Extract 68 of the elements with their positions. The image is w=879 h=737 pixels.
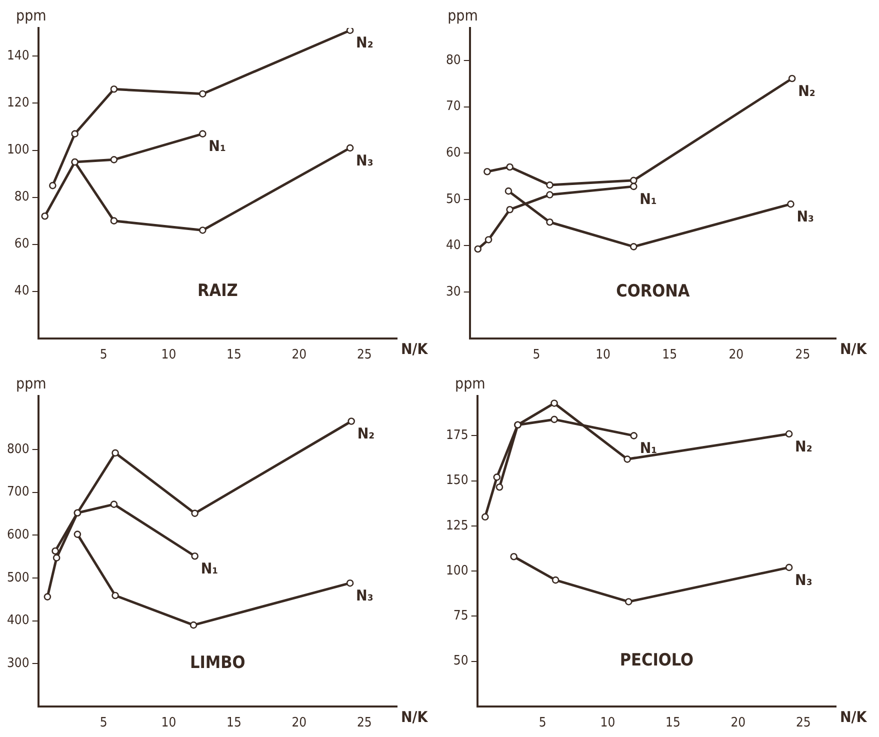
x-tick-label: 5	[532, 348, 540, 363]
y-tick-label: 600	[6, 528, 30, 543]
y-tick-label: 80	[446, 52, 461, 68]
text: CORONA	[616, 281, 690, 302]
x-tick-label: 20	[292, 716, 307, 731]
x-tick-label: 20	[292, 348, 307, 363]
series-label: N₃	[796, 207, 814, 226]
x-tick-label: 25	[356, 348, 372, 363]
series-label: N₂	[798, 82, 816, 100]
x-tick-label: 15	[666, 716, 680, 731]
y-tick-label: 400	[6, 613, 30, 628]
x-axis-title: N/K	[840, 708, 868, 726]
y-tick-label: 700	[6, 484, 30, 500]
text: LIMBO	[190, 653, 246, 674]
y-tick-label: 50	[453, 654, 468, 669]
y-tick-label: 500	[6, 570, 30, 586]
series-label: N₂	[356, 34, 374, 52]
y-tick-label: 125	[446, 518, 468, 534]
x-tick-label: 15	[226, 716, 242, 731]
y-axis-title: ppm	[448, 6, 478, 24]
x-tick-label: 5	[100, 348, 108, 363]
x-tick-label: 15	[662, 348, 678, 363]
x-tick-label: 10	[161, 716, 176, 731]
y-tick-label: 100	[446, 563, 468, 578]
y-axis-title: ppm	[455, 374, 486, 392]
y-tick-label: 120	[6, 96, 30, 111]
y-tick-label: 30	[446, 284, 461, 300]
x-axis-title: N/K	[401, 708, 428, 726]
y-tick-label: 300	[6, 656, 30, 671]
x-tick-label: 5	[100, 716, 108, 731]
series-label: N₂	[795, 437, 812, 456]
x-tick-label: 20	[730, 716, 746, 731]
series-label: N₁	[208, 137, 226, 156]
text: PECIOLO	[620, 650, 694, 671]
series-label: N₃	[356, 586, 374, 604]
y-axis-title: ppm	[16, 374, 46, 392]
y-tick-label: 50	[446, 192, 461, 207]
x-tick-label: 10	[596, 348, 610, 363]
x-tick-label: 20	[728, 348, 744, 363]
y-tick-label: 175	[446, 428, 468, 444]
y-tick-label: 100	[6, 142, 30, 158]
x-tick-label: 15	[226, 348, 242, 363]
y-tick-label: 140	[6, 48, 30, 64]
x-tick-label: 10	[161, 348, 176, 363]
y-tick-label: 40	[14, 284, 30, 299]
y-tick-label: 60	[446, 145, 461, 160]
series-label: N₂	[357, 424, 375, 443]
x-axis-title: N/K	[401, 340, 428, 358]
y-tick-label: 75	[453, 608, 468, 624]
x-tick-label: 5	[538, 716, 546, 731]
series-label: N₁	[200, 560, 218, 578]
y-tick-label: 70	[446, 99, 461, 114]
x-tick-label: 10	[600, 716, 616, 731]
text: RAIZ	[197, 280, 238, 301]
y-tick-label: 40	[446, 238, 461, 254]
y-tick-label: 150	[446, 473, 468, 488]
x-tick-label: 25	[796, 716, 811, 731]
y-tick-label: 800	[6, 442, 30, 457]
series-label: N₁	[640, 190, 657, 208]
x-tick-label: 25	[795, 348, 810, 363]
y-tick-label: 80	[14, 190, 30, 205]
series-label: N₃	[795, 570, 812, 589]
x-axis-title: N/K	[840, 340, 868, 358]
series-label: N₃	[356, 151, 374, 170]
series-label: N₁	[640, 439, 658, 458]
y-tick-label: 60	[14, 236, 30, 252]
x-tick-label: 25	[356, 716, 372, 731]
y-axis-title: ppm	[16, 6, 46, 24]
